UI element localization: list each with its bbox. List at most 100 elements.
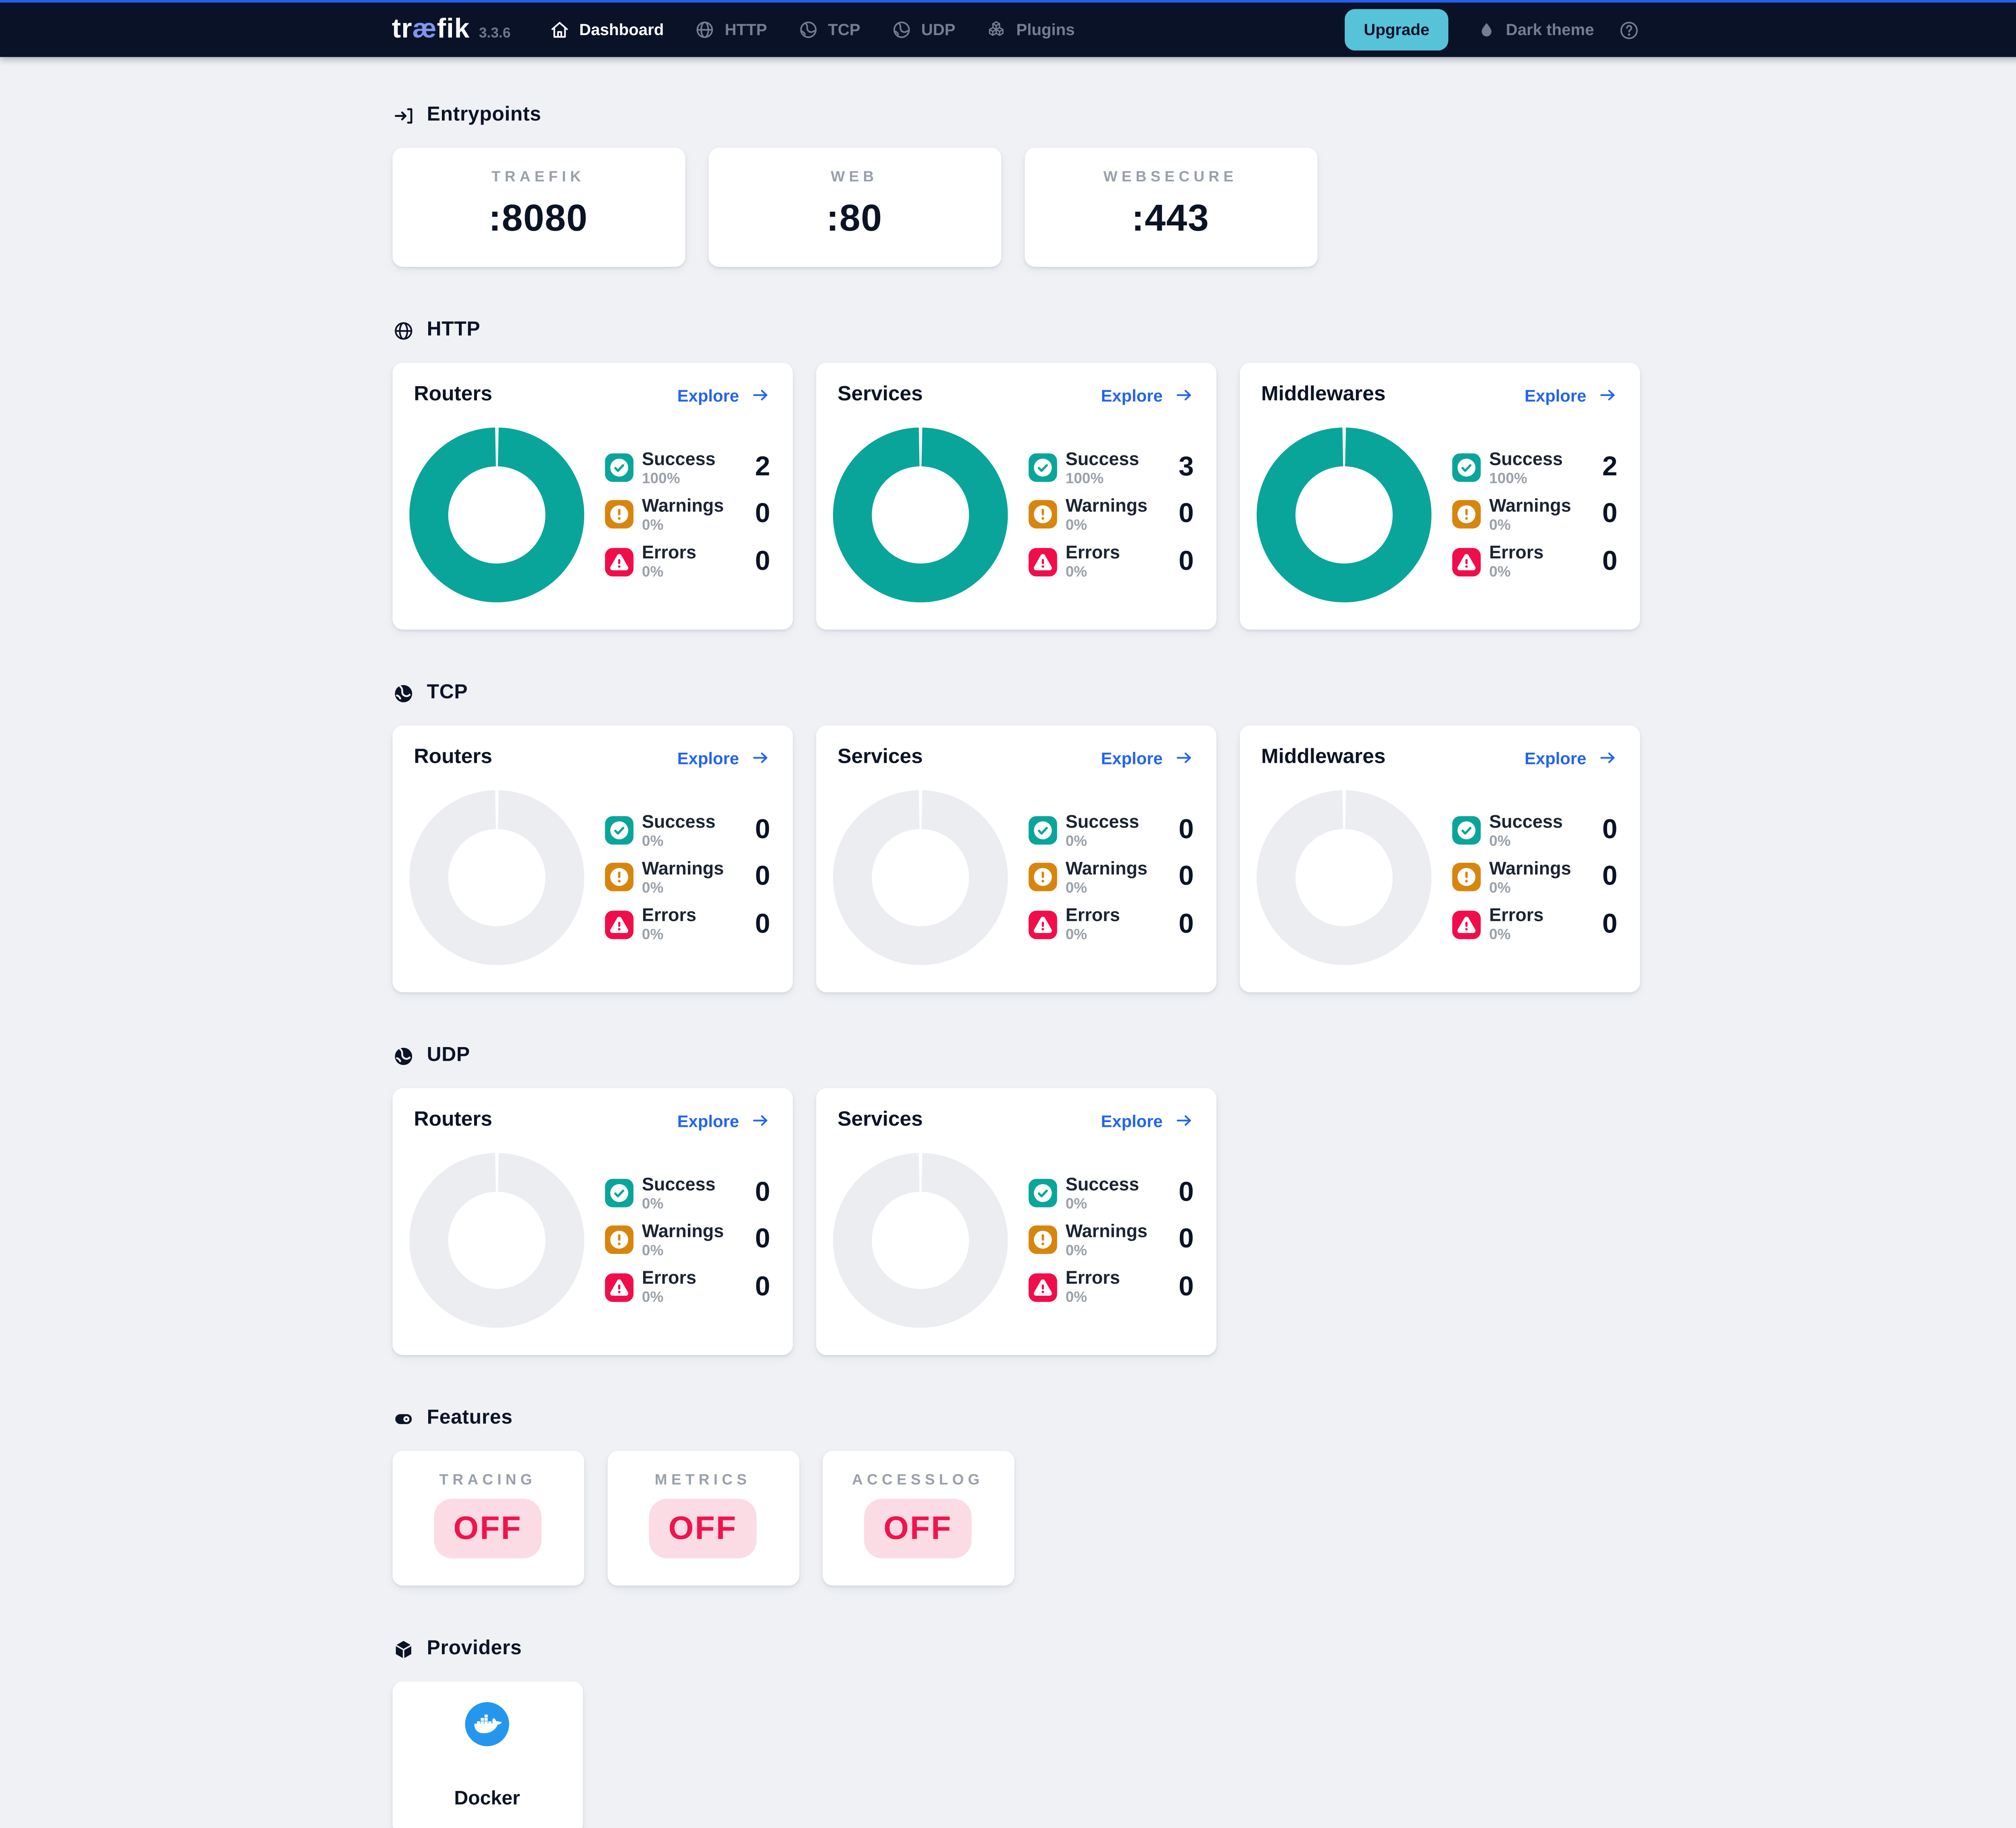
stat-label: Success — [642, 448, 716, 469]
card-head: Routers Explore — [392, 725, 792, 769]
stat-row-warning: Warnings 0% 0 — [604, 1221, 770, 1260]
explore-link[interactable]: Explore — [677, 385, 770, 405]
exclamation-circle-icon — [1028, 863, 1057, 892]
udp-cards: Routers Explore Success 0% 0 Warnings 0% 0 Error… — [392, 1088, 1639, 1355]
section-title: TCP — [427, 681, 468, 704]
stat-row-error: Errors 0% 0 — [1028, 905, 1194, 943]
stat-value: 0 — [755, 1178, 771, 1208]
stat-row-success: Success 0% 0 — [1028, 1174, 1194, 1212]
stat-percent: 0% — [1065, 1290, 1087, 1306]
card-body: Success 0% 0 Warnings 0% 0 Errors 0% 0 — [816, 1153, 1216, 1328]
stat-row-warning: Warnings 0% 0 — [1028, 495, 1194, 534]
stat-label: Success — [642, 1173, 716, 1194]
explore-link[interactable]: Explore — [1524, 385, 1617, 405]
nav-item-udp[interactable]: UDP — [891, 19, 956, 40]
alert-triangle-icon — [1028, 547, 1057, 576]
explore-link[interactable]: Explore — [677, 747, 770, 768]
stat-text: Success 100% — [1066, 448, 1139, 487]
explore-label: Explore — [1524, 748, 1587, 768]
tcp-cards: Routers Explore Success 0% 0 Warnings 0% 0 Error… — [392, 725, 1640, 993]
stat-label: Warnings — [642, 857, 724, 879]
stat-text: Errors 0% — [1489, 542, 1543, 581]
stat-percent: 0% — [642, 1197, 664, 1212]
section-http: HTTP Routers Explore Success 100% 2 Warnings 0%… — [392, 319, 1640, 630]
arrow-right-icon — [750, 747, 770, 768]
stat-value: 0 — [1179, 1224, 1194, 1255]
explore-link[interactable]: Explore — [1101, 747, 1193, 768]
stats-list: Success 0% 0 Warnings 0% 0 Errors 0% 0 — [1452, 811, 1618, 943]
stat-text: Errors 0% — [1489, 905, 1543, 943]
stat-percent: 0% — [642, 834, 664, 850]
stat-value: 0 — [1179, 546, 1194, 576]
section-header-tcp: TCP — [392, 681, 1639, 705]
tcp-routers-card: Routers Explore Success 0% 0 Warnings 0% 0 Error… — [392, 725, 792, 993]
explore-link[interactable]: Explore — [677, 1110, 770, 1131]
nav-item-tcp[interactable]: TCP — [798, 19, 860, 40]
exclamation-circle-icon — [1028, 1226, 1057, 1255]
stat-text: Errors 0% — [642, 542, 696, 581]
nav-item-plugins[interactable]: Plugins — [987, 19, 1075, 40]
card-title: Services — [837, 1109, 923, 1131]
card-head: Middlewares Explore — [1239, 725, 1639, 769]
card-title: Routers — [414, 746, 492, 768]
navbar: træfik 3.3.6 Dashboard HTTP TCP UDP Plugins … — [0, 0, 2016, 57]
alert-triangle-icon — [1028, 1273, 1057, 1301]
check-circle-icon — [1028, 816, 1057, 845]
nav-item-label: UDP — [921, 21, 956, 39]
stat-value: 0 — [755, 815, 771, 845]
card-title: Routers — [414, 1109, 492, 1131]
stat-text: Warnings 0% — [1489, 495, 1571, 534]
section-header-udp: UDP — [392, 1044, 1639, 1068]
stat-text: Warnings 0% — [1066, 858, 1148, 897]
card-title: Services — [837, 383, 923, 406]
check-circle-icon — [604, 816, 633, 845]
nav-item-http[interactable]: HTTP — [695, 19, 767, 40]
section-features: Features TRACING OFF METRICS OFF ACCESSLOG OFF — [392, 1407, 1639, 1586]
stat-row-warning: Warnings 0% 0 — [1452, 858, 1618, 897]
explore-label: Explore — [1101, 1111, 1163, 1131]
stat-percent: 0% — [1489, 928, 1511, 943]
section-header-entrypoints: Entrypoints — [392, 104, 1639, 127]
exclamation-circle-icon — [1452, 863, 1480, 892]
stat-row-success: Success 0% 0 — [1452, 811, 1617, 850]
card-head: Middlewares Explore — [1239, 363, 1639, 407]
status-donut-chart — [1256, 427, 1431, 603]
tcp-middlewares-card: Middlewares Explore Success 0% 0 Warnings 0% 0 E… — [1239, 725, 1640, 993]
nav-item-dashboard[interactable]: Dashboard — [550, 19, 664, 40]
navbar-inner: træfik 3.3.6 Dashboard HTTP TCP UDP Plugins … — [392, 2, 1639, 57]
arrow-right-icon — [1173, 1110, 1193, 1131]
dark-theme-toggle[interactable]: Dark theme — [1477, 20, 1594, 40]
stat-text: Warnings 0% — [642, 1221, 724, 1260]
explore-link[interactable]: Explore — [1101, 1110, 1193, 1131]
section-providers: Providers Docker — [392, 1637, 1639, 1828]
feature-status-badge: OFF — [434, 1499, 542, 1559]
check-circle-icon — [604, 1179, 633, 1208]
explore-label: Explore — [677, 385, 739, 405]
card-title: Services — [837, 746, 923, 768]
stat-value: 0 — [1179, 1272, 1194, 1301]
stat-label: Errors — [642, 904, 697, 925]
stat-label: Success — [642, 810, 716, 831]
status-donut-chart — [1256, 790, 1431, 965]
stat-value: 0 — [1602, 862, 1618, 892]
udp-services-card: Services Explore Success 0% 0 Warnings 0% 0 Erro… — [815, 1088, 1216, 1355]
stat-value: 3 — [1179, 452, 1194, 483]
explore-label: Explore — [677, 748, 739, 768]
help-icon[interactable] — [1617, 19, 1639, 41]
feature-status-badge: OFF — [864, 1499, 972, 1559]
stats-list: Success 0% 0 Warnings 0% 0 Errors 0% 0 — [604, 810, 771, 943]
alert-triangle-icon — [604, 1273, 633, 1301]
arrow-right-icon — [750, 1110, 770, 1131]
check-circle-icon — [1028, 1179, 1057, 1208]
card-head: Services Explore — [816, 725, 1216, 769]
explore-link[interactable]: Explore — [1101, 385, 1193, 405]
stat-label: Warnings — [1065, 1220, 1148, 1241]
stat-percent: 0% — [642, 518, 664, 534]
feature-card-accesslog: ACCESSLOG OFF — [822, 1451, 1014, 1586]
entrypoint-port: :8080 — [488, 198, 588, 240]
explore-link[interactable]: Explore — [1524, 747, 1617, 768]
upgrade-button[interactable]: Upgrade — [1344, 9, 1449, 51]
stat-text: Warnings 0% — [1066, 495, 1148, 534]
cubes-icon — [987, 19, 1007, 40]
